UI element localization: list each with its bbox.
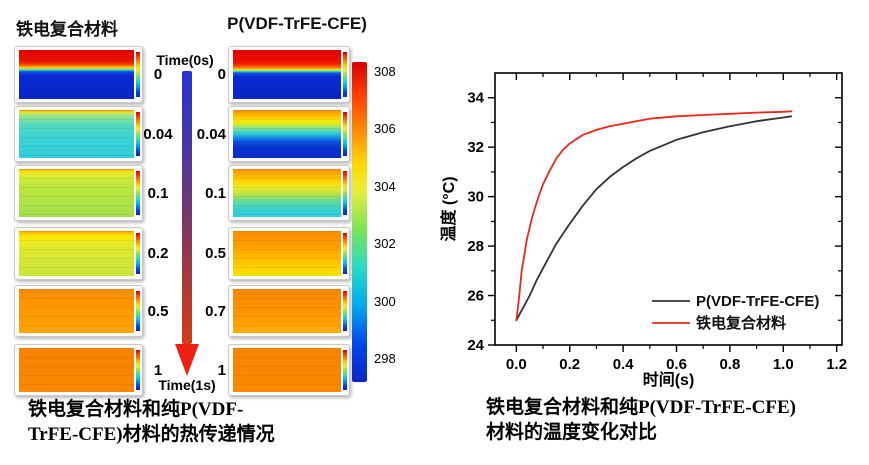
time-arrow-head-icon	[175, 344, 199, 376]
time-label-polymer-5: 1	[217, 361, 226, 379]
time-arrow-top-label: Time(0s)	[156, 52, 214, 68]
right-caption-line1: 铁电复合材料和纯P(VDF-TrFE-CFE)	[486, 397, 796, 418]
y-tick-label: 28	[467, 238, 484, 255]
thermal-panel-polymer-t07	[228, 285, 350, 337]
left-caption-line2: TrFE-CFE)材料的热传递情况	[28, 424, 275, 446]
x-tick-label: 0.4	[613, 356, 635, 373]
thermal-panel-composite-t05	[14, 285, 143, 337]
thermal-image	[19, 231, 134, 276]
x-tick-label: 0.2	[559, 356, 580, 373]
series-line-1	[515, 110, 793, 322]
colorbar-tick-label: 302	[374, 236, 396, 251]
x-axis-title: 时间(s)	[643, 370, 695, 389]
temperature-colorbar	[352, 62, 367, 382]
panel-colorbar	[136, 233, 140, 274]
y-tick-label: 24	[467, 337, 484, 354]
time-label-composite-2: 0.1	[147, 184, 169, 202]
legend-label-1: 铁电复合材料	[696, 314, 786, 332]
thermal-panel-polymer-t1	[228, 344, 350, 396]
time-label-composite-0: 0	[153, 66, 163, 83]
thermal-image	[233, 169, 341, 217]
panel-colorbar	[343, 233, 347, 274]
thermal-panel-composite-t02	[14, 227, 143, 280]
panel-colorbar	[136, 350, 140, 390]
series-line-0	[515, 115, 793, 322]
y-tick-label: 32	[467, 139, 484, 156]
time-label-composite-4: 0.5	[147, 302, 169, 320]
thermal-image	[233, 289, 341, 333]
y-tick-label: 34	[467, 90, 484, 107]
thermal-panel-composite-t004	[14, 106, 143, 162]
panel-colorbar	[136, 291, 140, 331]
colorbar-tick-label: 308	[374, 64, 396, 79]
thermal-image	[233, 348, 341, 392]
time-label-polymer-0: 0	[217, 66, 226, 83]
panel-colorbar	[343, 52, 347, 97]
thermal-panel-composite-t0	[14, 46, 143, 103]
left-figure-caption: 铁电复合材料和纯P(VDF- TrFE-CFE)材料的热传递情况	[28, 397, 368, 447]
time-label-composite-1: 0.04	[143, 125, 173, 143]
legend-label-0: P(VDF-TrFE-CFE)	[696, 293, 819, 310]
colorbar-tick-label: 300	[374, 294, 396, 309]
thermal-image	[19, 348, 134, 392]
thermal-panel-polymer-t01	[228, 165, 350, 221]
time-label-polymer-4: 0.7	[205, 302, 226, 320]
x-tick-label: 1.0	[773, 356, 794, 373]
panel-colorbar	[136, 112, 140, 156]
thermal-image	[233, 50, 341, 99]
time-label-polymer-1: 0.04	[196, 125, 226, 143]
plot-frame	[494, 72, 843, 346]
colorbar-tick-label: 304	[374, 179, 396, 194]
thermal-panel-polymer-t05	[228, 227, 350, 280]
thermal-image	[233, 110, 341, 158]
thermal-image	[19, 169, 134, 217]
y-tick-label: 30	[467, 189, 484, 206]
thermal-panel-composite-t01	[14, 165, 143, 221]
colorbar-tick-label: 298	[374, 351, 396, 366]
left-caption-line1: 铁电复合材料和纯P(VDF-	[28, 399, 244, 420]
time-label-composite-3: 0.2	[147, 245, 169, 262]
composite-column-title: 铁电复合材料	[16, 20, 118, 39]
thermal-image	[19, 289, 134, 333]
temperature-line-chart: 0.0 0.2 0.4 0.6 0.8 1.0 1.2 24 26 28 30 32 34 P(VDF-T…	[439, 72, 847, 389]
thermal-panel-composite-t1	[14, 344, 143, 396]
colorbar-tick-label: 306	[374, 121, 396, 136]
panel-colorbar	[343, 171, 347, 215]
panel-colorbar	[343, 291, 347, 331]
thermal-panel-polymer-t0	[228, 46, 350, 103]
time-label-polymer-3: 0.5	[205, 245, 226, 262]
time-arrow-bar	[182, 71, 192, 344]
right-figure-caption: 铁电复合材料和纯P(VDF-TrFE-CFE) 材料的温度变化对比	[486, 395, 866, 445]
thermal-image	[19, 50, 134, 99]
right-caption-line2: 材料的温度变化对比	[486, 422, 658, 444]
time-label-composite-5: 1	[153, 361, 163, 379]
thermal-panel-polymer-t004	[228, 106, 350, 162]
x-tick-label: 0.6	[666, 356, 687, 373]
thermal-image	[233, 231, 341, 276]
y-tick-label: 26	[467, 288, 484, 305]
time-arrow-bottom-label: Time(1s)	[158, 377, 216, 393]
x-tick-label: 1.2	[826, 356, 847, 373]
panel-colorbar	[343, 112, 347, 156]
thermal-image	[19, 110, 134, 158]
y-axis-title: 温度 (°C)	[439, 176, 458, 242]
panel-colorbar	[136, 52, 140, 97]
x-tick-label: 0.8	[719, 356, 740, 373]
panel-colorbar	[343, 350, 347, 390]
polymer-column-title: P(VDF-TrFE-CFE)	[227, 14, 367, 33]
time-label-polymer-2: 0.1	[205, 184, 226, 202]
x-tick-label: 0.0	[506, 356, 527, 373]
panel-colorbar	[136, 171, 140, 215]
